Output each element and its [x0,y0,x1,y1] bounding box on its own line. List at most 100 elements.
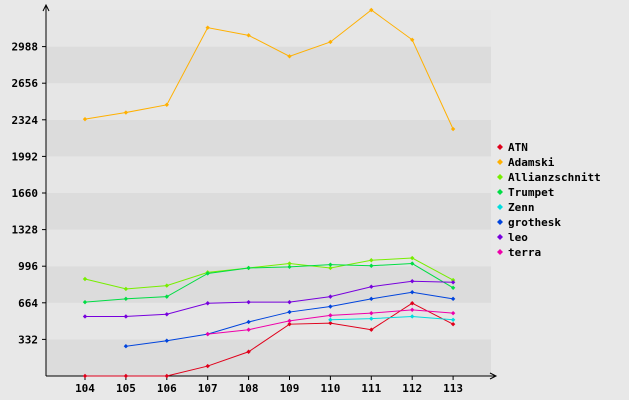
x-tick-label: 113 [443,382,463,395]
data-point [410,314,415,319]
data-point [369,310,374,316]
grid-band [46,193,491,230]
data-point [164,312,169,317]
x-axis-arrow [489,372,498,380]
data-point [287,321,292,327]
x-tick-label: 108 [239,382,259,395]
data-point [82,314,88,319]
series-line-zenn [330,315,454,321]
data-point [369,316,374,321]
data-point [328,304,333,309]
x-tick-label: 109 [280,382,300,395]
x-axis-ticks: 104 105 106 107 108 109 110 111 112 113 [75,376,463,395]
data-point [369,284,374,289]
series-line-trumpet [84,263,454,303]
data-point [328,320,333,326]
data-point [287,264,292,270]
grid-band [46,119,491,157]
data-point [287,318,292,324]
data-point [123,373,129,379]
data-point [246,299,251,305]
data-point [246,33,251,38]
y-tick-label: 664 [18,297,38,310]
legend-item-zenn: Zenn [497,201,535,214]
series-line-atn [85,302,454,377]
series-atn [82,301,456,379]
legend-item-terra: terra [497,246,541,259]
data-point [205,331,210,337]
data-point [205,301,210,306]
data-point [287,54,292,59]
y-tick-label: 2656 [12,77,39,90]
data-point [410,307,415,313]
data-point [123,110,129,115]
data-point [123,296,129,302]
data-point [287,261,292,266]
series-leo [82,278,456,319]
data-point [205,271,210,276]
grid-band [46,156,491,193]
series-line-adamski [84,9,454,130]
legend-marker [497,204,503,210]
data-point [328,317,333,322]
series-trumpet [82,261,456,305]
data-point [287,309,292,315]
data-point [369,258,374,263]
series-line-allianzschnitt [84,257,454,290]
legend-marker [497,144,503,150]
grid-band [46,266,491,303]
y-axis-ticks: 332 664 996 1328 1660 1992 2324 2656 2988 [12,41,46,346]
legend-marker [497,234,503,240]
legend-label: Adamski [508,156,555,169]
data-point [369,327,374,332]
grid-band [46,302,491,340]
data-point [123,286,129,292]
data-point [164,373,169,379]
legend-label: Trumpet [508,186,554,199]
legend-label: Allianzschnitt [508,171,601,184]
x-tick-label: 105 [116,382,136,395]
legend-item-atn: ATN [497,141,528,154]
data-point [328,294,333,299]
y-tick-label: 2324 [12,114,39,127]
data-point [82,373,88,379]
data-point [164,102,169,108]
data-point [164,338,169,343]
legend-item-adamski: Adamski [497,156,555,169]
grid-band [46,46,491,84]
data-point [450,296,456,302]
grid-band [46,339,491,376]
y-tick-label: 332 [18,333,38,346]
data-point [246,319,251,325]
data-point [328,313,333,318]
plot-background-bands [46,10,491,376]
data-point [246,327,251,332]
legend-marker [497,174,503,180]
data-point [82,299,88,305]
data-point [123,314,129,319]
series-adamski [82,7,456,132]
data-point [287,299,292,305]
series-terra [205,307,456,337]
data-point [410,261,415,266]
data-point [410,278,415,284]
data-point [410,301,415,306]
data-point [450,126,456,132]
legend-marker [497,189,503,195]
legend-marker [497,159,503,165]
legend-item-grothesk: grothesk [497,216,561,229]
x-tick-label: 106 [157,382,177,395]
data-point [369,263,374,268]
legend-label: leo [508,231,528,244]
series-zenn [328,314,456,322]
grid-band [46,10,491,47]
data-point [328,262,333,267]
data-point [450,321,456,327]
data-point [328,265,333,271]
data-point [450,280,456,285]
data-point [82,276,88,282]
data-point [205,363,210,369]
y-axis-arrow [42,3,50,12]
y-tick-label: 2988 [12,41,39,54]
